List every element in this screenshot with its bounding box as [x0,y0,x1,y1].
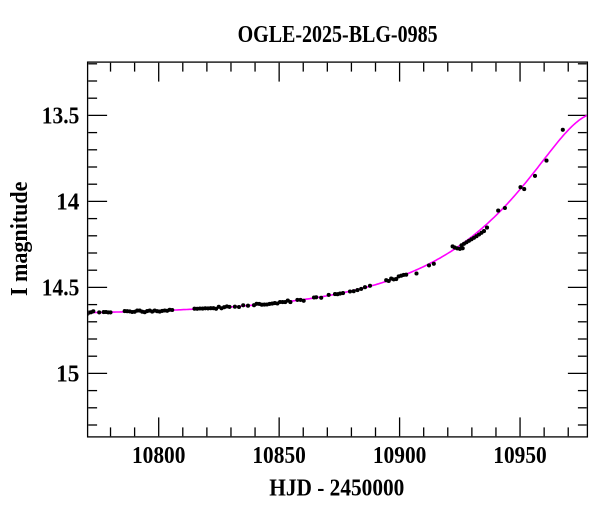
svg-text:14: 14 [56,190,79,216]
svg-text:I magnitude: I magnitude [7,181,33,296]
svg-text:10800: 10800 [132,443,186,469]
svg-text:10850: 10850 [252,443,306,469]
svg-text:10900: 10900 [373,443,427,469]
svg-text:14.5: 14.5 [42,276,80,302]
svg-text:13.5: 13.5 [42,104,80,130]
svg-text:10950: 10950 [493,443,547,469]
svg-text:HJD - 2450000: HJD - 2450000 [269,476,404,502]
svg-text:15: 15 [56,362,79,388]
svg-text:OGLE-2025-BLG-0985: OGLE-2025-BLG-0985 [238,22,438,48]
